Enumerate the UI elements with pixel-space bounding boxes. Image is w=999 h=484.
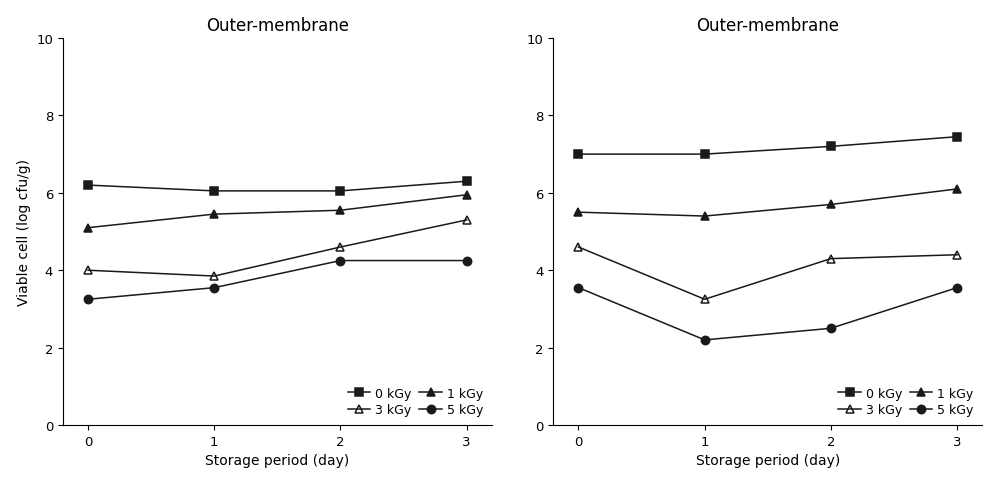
3 kGy xyxy=(335,244,347,250)
Title: Outer-membrane: Outer-membrane xyxy=(206,16,349,34)
3 kGy xyxy=(461,217,473,223)
X-axis label: Storage period (day): Storage period (day) xyxy=(205,454,350,468)
Line: 3 kGy: 3 kGy xyxy=(574,243,961,304)
Line: 0 kGy: 0 kGy xyxy=(574,133,961,159)
Legend: 0 kGy, 3 kGy, 1 kGy, 5 kGy: 0 kGy, 3 kGy, 1 kGy, 5 kGy xyxy=(346,384,486,419)
1 kGy xyxy=(572,210,584,216)
Title: Outer-membrane: Outer-membrane xyxy=(696,16,839,34)
3 kGy xyxy=(825,256,837,262)
Line: 1 kGy: 1 kGy xyxy=(574,185,961,221)
0 kGy xyxy=(208,189,220,195)
5 kGy xyxy=(825,326,837,332)
1 kGy xyxy=(208,212,220,218)
5 kGy xyxy=(82,297,94,302)
0 kGy xyxy=(335,189,347,195)
1 kGy xyxy=(698,214,710,220)
3 kGy xyxy=(82,268,94,273)
Line: 0 kGy: 0 kGy xyxy=(84,178,471,196)
3 kGy xyxy=(698,297,710,302)
Line: 1 kGy: 1 kGy xyxy=(84,191,471,232)
1 kGy xyxy=(825,202,837,208)
1 kGy xyxy=(335,208,347,214)
1 kGy xyxy=(461,193,473,198)
1 kGy xyxy=(951,187,963,193)
Y-axis label: Viable cell (log cfu/g): Viable cell (log cfu/g) xyxy=(17,159,31,305)
0 kGy xyxy=(572,152,584,158)
0 kGy xyxy=(698,152,710,158)
5 kGy xyxy=(335,258,347,264)
Legend: 0 kGy, 3 kGy, 1 kGy, 5 kGy: 0 kGy, 3 kGy, 1 kGy, 5 kGy xyxy=(836,384,976,419)
X-axis label: Storage period (day): Storage period (day) xyxy=(695,454,840,468)
Line: 3 kGy: 3 kGy xyxy=(84,216,471,281)
0 kGy xyxy=(825,144,837,150)
3 kGy xyxy=(208,273,220,279)
5 kGy xyxy=(951,285,963,291)
Line: 5 kGy: 5 kGy xyxy=(84,257,471,304)
Line: 5 kGy: 5 kGy xyxy=(574,284,961,344)
0 kGy xyxy=(82,183,94,189)
5 kGy xyxy=(208,285,220,291)
0 kGy xyxy=(461,179,473,185)
1 kGy xyxy=(82,225,94,231)
5 kGy xyxy=(461,258,473,264)
3 kGy xyxy=(951,252,963,258)
5 kGy xyxy=(698,337,710,343)
3 kGy xyxy=(572,244,584,250)
0 kGy xyxy=(951,135,963,140)
5 kGy xyxy=(572,285,584,291)
